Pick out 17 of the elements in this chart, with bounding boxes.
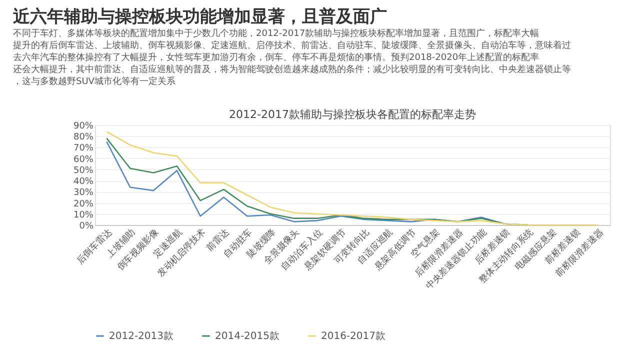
line-series bbox=[106, 131, 599, 226]
y-tick-label: 0% bbox=[79, 222, 94, 232]
legend-label: 2016-2017款 bbox=[321, 331, 386, 342]
legend-label: 2012-2013款 bbox=[109, 331, 174, 342]
text: 2012-2017款辅助与操控板块各配置的标配率走势 bbox=[229, 108, 476, 121]
y-tick-label: 90% bbox=[73, 122, 94, 132]
y-tick-label: 60% bbox=[73, 154, 94, 165]
y-tick-label: 50% bbox=[73, 166, 94, 176]
y-tick-label: 10% bbox=[73, 210, 94, 220]
y-tick-label: 80% bbox=[73, 132, 94, 143]
y-tick-label: 70% bbox=[73, 144, 94, 154]
chart-title: 近六年辅助与操控板块功能增加显著，且普及面广 bbox=[12, 6, 387, 27]
chart-subtitle: 不同于车灯、多媒体等板块的配置增加集中于少数几个功能，2012-2017款辅助与操控板块标配率增加显著，且范围广，标配率大幅提升的有后倒车雷达、上坡辅助、倒车视频影像、定速巡航、启停技术、前雷达、自动驻车、陡坡缓降、全景摄像头、自动泊车等，意味着过去六年汽车的整体操控有了大幅提升，女性驾车更加游刃有余，倒车、停车不再是烦恼的事情。预判2018-2020年上述配置的标配率还会大幅提升，其中前雷达、自适应巡航等的普及，将为智能驾驶创造越来越成熟的条件；减少比较明显的有可变转向比、中央差速器锁止等，这与多数越野SUV城市化等有一定关系 bbox=[12, 28, 571, 87]
y-tick-label: 30% bbox=[73, 188, 94, 198]
legend-label: 2014-2015款 bbox=[215, 331, 280, 342]
y-tick-label: 20% bbox=[73, 199, 94, 210]
y-tick-label: 40% bbox=[73, 177, 94, 188]
